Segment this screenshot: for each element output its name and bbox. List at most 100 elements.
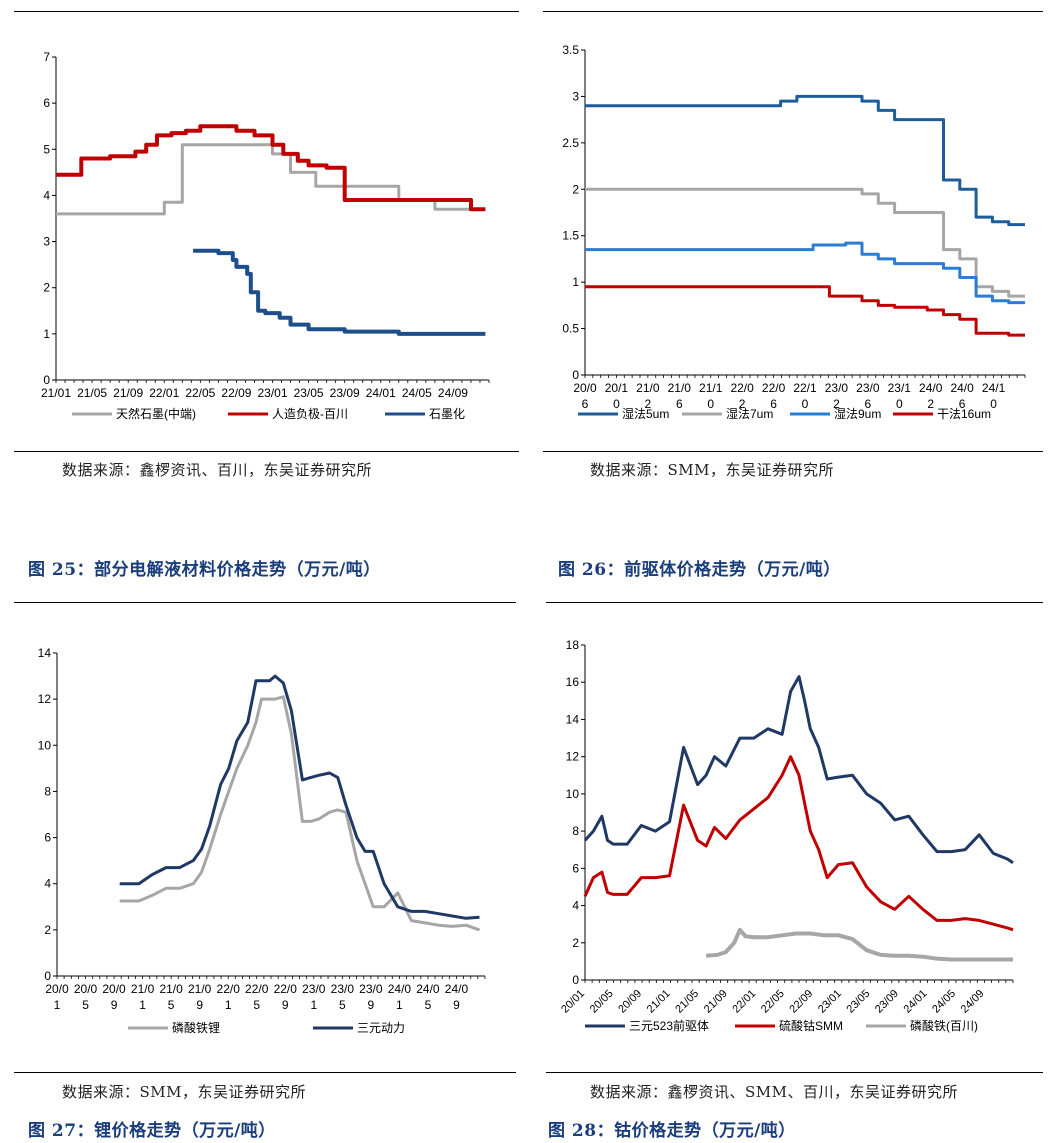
source-note-chart1: 数据来源：鑫椤资讯、百川，东吴证券研究所 (62, 461, 373, 479)
x-tick-label-line2: 5 (339, 998, 346, 1012)
series-line-4 (585, 285, 1025, 337)
x-tick-label: 23/0 (331, 982, 355, 996)
x-tick-label-line2: 0 (613, 397, 620, 411)
x-tick-label-line2: 6 (582, 397, 589, 411)
source-note-chart4: 数据来源：鑫椤资讯、SMM、百川，东吴证券研究所 (590, 1083, 958, 1101)
x-tick-label: 24/09 (438, 386, 468, 400)
legend-label: 三元523前驱体 (629, 1018, 709, 1033)
legend-label: 天然石墨(中端) (116, 406, 196, 421)
y-tick-label: 7 (43, 50, 50, 64)
x-tick-label-line2: 1 (396, 998, 403, 1012)
series-line-2 (583, 755, 1014, 932)
x-tick-label: 20/0 (102, 982, 126, 996)
y-tick-label: 10 (566, 787, 580, 801)
x-tick-label: 22/05 (759, 988, 787, 1016)
series-line-1 (119, 695, 480, 932)
x-tick-label: 21/05 (673, 988, 701, 1016)
x-tick-label: 22/01 (730, 988, 758, 1016)
series-line-3 (705, 927, 1013, 962)
legend-label: 磷酸铁(百川) (910, 1018, 978, 1033)
x-tick-label: 21/0 (636, 381, 660, 395)
series-line-2 (56, 124, 486, 212)
x-tick-label: 24/0 (919, 381, 943, 395)
y-tick-label: 2 (572, 936, 579, 950)
y-tick-label: 3 (572, 89, 579, 103)
x-tick-label-line2: 9 (196, 998, 203, 1012)
top-rule-right (543, 11, 1043, 12)
x-tick-label-line2: 1 (54, 998, 61, 1012)
x-tick-label: 21/01 (41, 386, 71, 400)
rule-25-top-left (14, 602, 516, 603)
x-tick-label: 22/0 (762, 381, 786, 395)
y-tick-label: 6 (44, 831, 51, 845)
rule-28-bottom-right (546, 1072, 1043, 1073)
x-tick-label: 22/0 (245, 982, 269, 996)
x-tick-label: 21/05 (77, 386, 107, 400)
source-note-chart3: 数据来源：SMM，东吴证券研究所 (62, 1083, 306, 1101)
x-tick-label: 22/1 (793, 381, 817, 395)
x-tick-label-line2: 5 (425, 998, 432, 1012)
figure-title-26: 图 26：前驱体价格走势（万元/吨） (558, 560, 841, 580)
y-tick-label: 5 (43, 142, 50, 156)
x-tick-label: 23/09 (330, 386, 360, 400)
legend-label: 湿法7um (726, 406, 773, 421)
y-tick-label: 8 (572, 824, 579, 838)
series-line-1 (583, 675, 1014, 865)
y-tick-label: 0 (572, 973, 579, 987)
y-tick-label: 1.5 (562, 229, 579, 243)
rule-27-bottom-left (14, 1072, 516, 1073)
x-tick-label-line2: 2 (833, 397, 840, 411)
y-tick-label: 0 (43, 373, 50, 387)
x-tick-label: 23/05 (294, 386, 324, 400)
y-tick-label: 14 (38, 646, 52, 660)
x-tick-label: 23/01 (816, 988, 844, 1016)
x-tick-label: 21/0 (668, 381, 692, 395)
figure-title-28: 图 28：钴价格走势（万元/吨） (548, 1121, 796, 1141)
x-tick-label: 23/0 (359, 982, 383, 996)
legend-label: 磷酸铁锂 (172, 1020, 220, 1035)
y-tick-label: 8 (44, 784, 51, 798)
figure-title-27: 图 27：锂价格走势（万元/吨） (28, 1121, 276, 1141)
y-tick-label: 2 (43, 281, 50, 295)
x-tick-label: 24/1 (982, 381, 1006, 395)
y-tick-label: 2 (572, 182, 579, 196)
x-tick-label-line2: 0 (896, 397, 903, 411)
x-tick-label: 20/01 (559, 988, 587, 1016)
top-rule-left (14, 11, 519, 12)
x-tick-label: 24/09 (959, 988, 987, 1016)
x-tick-label: 22/05 (185, 386, 215, 400)
x-tick-label: 24/05 (402, 386, 432, 400)
x-tick-label: 21/0 (159, 982, 183, 996)
y-tick-label: 0 (572, 368, 579, 382)
y-tick-label: 2 (44, 923, 51, 937)
series-line-1 (585, 94, 1025, 227)
x-tick-label: 22/0 (730, 381, 754, 395)
y-tick-label: 0 (44, 969, 51, 983)
x-tick-label: 24/01 (366, 386, 396, 400)
x-tick-label: 21/09 (113, 386, 143, 400)
x-tick-label: 23/05 (845, 988, 873, 1016)
x-tick-label: 24/0 (416, 982, 440, 996)
x-tick-label: 21/0 (188, 982, 212, 996)
x-tick-label-line2: 9 (453, 998, 460, 1012)
x-tick-label-line2: 2 (739, 397, 746, 411)
x-tick-label-line2: 5 (253, 998, 260, 1012)
x-tick-label: 20/0 (45, 982, 69, 996)
rule-24-bottom-left (14, 451, 519, 452)
x-tick-label: 21/09 (702, 988, 730, 1016)
y-tick-label: 4 (44, 877, 51, 891)
x-tick-label: 22/09 (787, 988, 815, 1016)
x-tick-label: 24/05 (930, 988, 958, 1016)
y-tick-label: 6 (572, 861, 579, 875)
x-tick-label: 20/0 (74, 982, 98, 996)
x-tick-label-line2: 0 (990, 397, 997, 411)
x-tick-label: 23/1 (888, 381, 912, 395)
x-tick-label: 21/0 (131, 982, 155, 996)
y-tick-label: 0.5 (562, 322, 579, 336)
x-tick-label-line2: 2 (927, 397, 934, 411)
figure-title-25: 图 25：部分电解液材料价格走势（万元/吨） (28, 560, 381, 580)
x-tick-label-line2: 6 (959, 397, 966, 411)
x-tick-label: 20/05 (588, 988, 616, 1016)
